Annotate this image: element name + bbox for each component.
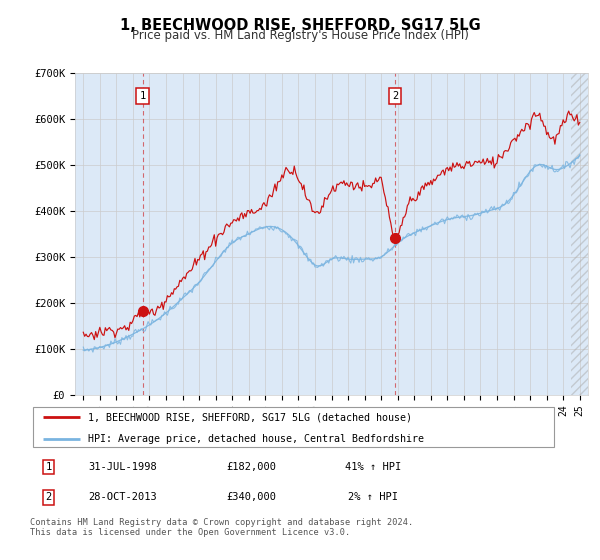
Text: 1, BEECHWOOD RISE, SHEFFORD, SG17 5LG: 1, BEECHWOOD RISE, SHEFFORD, SG17 5LG [119, 18, 481, 34]
Text: £340,000: £340,000 [227, 492, 277, 502]
Text: HPI: Average price, detached house, Central Bedfordshire: HPI: Average price, detached house, Cent… [88, 434, 424, 444]
Text: 2: 2 [392, 91, 398, 101]
Text: Contains HM Land Registry data © Crown copyright and database right 2024.
This d: Contains HM Land Registry data © Crown c… [30, 518, 413, 538]
Text: Price paid vs. HM Land Registry's House Price Index (HPI): Price paid vs. HM Land Registry's House … [131, 29, 469, 42]
FancyBboxPatch shape [32, 407, 554, 447]
Text: 1, BEECHWOOD RISE, SHEFFORD, SG17 5LG (detached house): 1, BEECHWOOD RISE, SHEFFORD, SG17 5LG (d… [88, 412, 412, 422]
Text: 1: 1 [139, 91, 146, 101]
Text: 41% ↑ HPI: 41% ↑ HPI [345, 462, 401, 472]
Text: 2% ↑ HPI: 2% ↑ HPI [348, 492, 398, 502]
Text: 2: 2 [46, 492, 52, 502]
Text: £182,000: £182,000 [227, 462, 277, 472]
Text: 31-JUL-1998: 31-JUL-1998 [88, 462, 157, 472]
Text: 28-OCT-2013: 28-OCT-2013 [88, 492, 157, 502]
Text: 1: 1 [46, 462, 52, 472]
Bar [571, 73, 588, 395]
